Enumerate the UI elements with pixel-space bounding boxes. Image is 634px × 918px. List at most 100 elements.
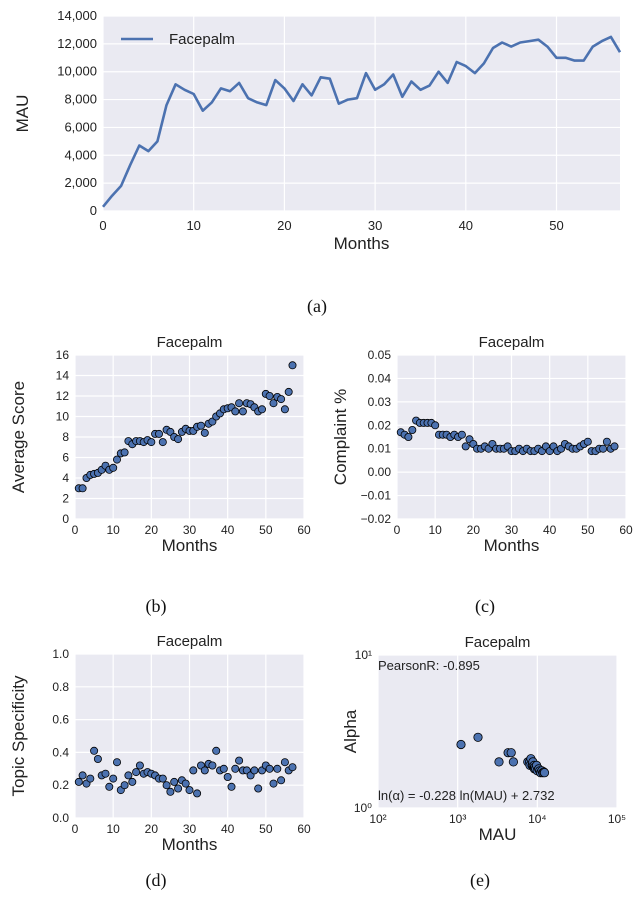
y-tick-label: 0.03 xyxy=(368,395,392,409)
data-point xyxy=(181,779,190,788)
y-tick-label: 8,000 xyxy=(64,92,97,107)
legend-entry: Facepalm xyxy=(169,31,235,48)
y-axis-label: Alpha xyxy=(341,709,360,753)
data-point xyxy=(162,781,171,790)
data-point xyxy=(508,757,519,767)
data-point xyxy=(227,782,236,791)
x-tick-label: 60 xyxy=(619,523,633,537)
y-tick-label: 10⁰ xyxy=(354,801,372,815)
y-tick-label: 0.0 xyxy=(52,811,69,825)
data-point xyxy=(174,784,183,793)
data-point xyxy=(101,769,110,778)
x-tick-label: 20 xyxy=(467,523,481,537)
x-tick-label: 0 xyxy=(72,523,79,537)
data-point xyxy=(235,756,244,765)
data-point xyxy=(288,763,297,772)
data-point xyxy=(120,781,129,790)
chart-panel-a: 0 10 20 30 40 50 0 2,000 4,000 6,000 8,000 10,000 12… xyxy=(13,8,622,317)
data-point xyxy=(599,444,608,453)
x-tick-label: 40 xyxy=(459,218,473,233)
data-point xyxy=(284,387,293,396)
data-point xyxy=(185,786,194,795)
data-point xyxy=(539,768,550,778)
x-tick-label: 10 xyxy=(106,523,120,537)
data-point xyxy=(223,773,232,782)
x-tick-label: 50 xyxy=(549,218,563,233)
y-tick-label: 0.04 xyxy=(368,371,392,385)
data-point xyxy=(109,774,118,783)
y-tick-label: 10 xyxy=(56,410,70,424)
data-point xyxy=(113,758,122,767)
x-tick-label: 20 xyxy=(145,822,159,836)
plot-background xyxy=(378,655,617,808)
x-tick-label: 10 xyxy=(106,822,120,836)
y-tick-label: 0.00 xyxy=(368,465,392,479)
x-tick-label: 0 xyxy=(394,523,401,537)
plot-background xyxy=(103,16,620,211)
data-point xyxy=(265,764,274,773)
y-tick-label: 14 xyxy=(56,369,70,383)
x-axis-label: Months xyxy=(162,835,218,854)
data-point xyxy=(231,407,240,416)
data-point xyxy=(196,421,205,430)
data-point xyxy=(170,777,179,786)
chart-title: Facepalm xyxy=(479,334,545,351)
chart-panel-c: 0 10 20 30 40 50 60 −0.02 −0.01 0.00 0.01 0.02 0.03 0… xyxy=(331,334,633,617)
chart-panel-d: 0 10 20 30 40 50 60 0.0 0.2 0.4 0.6 0.8 1.0 Months Top… xyxy=(9,633,311,891)
x-tick-label: 20 xyxy=(145,523,159,537)
x-tick-label: 30 xyxy=(368,218,382,233)
chart-title: Facepalm xyxy=(157,334,223,351)
x-axis-label: MAU xyxy=(479,825,517,844)
data-point xyxy=(457,430,466,439)
data-point xyxy=(456,739,466,750)
data-point xyxy=(174,435,183,444)
y-tick-label: 6,000 xyxy=(64,119,97,134)
panel-caption: (c) xyxy=(475,596,495,617)
y-tick-label: 0.01 xyxy=(368,442,392,456)
data-point xyxy=(158,774,167,783)
x-tick-label: 10³ xyxy=(449,812,466,826)
x-tick-label: 60 xyxy=(297,822,311,836)
x-axis-label: Months xyxy=(484,536,540,555)
x-tick-label: 30 xyxy=(183,523,197,537)
data-point xyxy=(200,766,209,775)
data-point xyxy=(128,777,137,786)
panel-caption: (d) xyxy=(146,870,167,891)
data-point xyxy=(250,766,259,775)
x-tick-label: 50 xyxy=(259,822,273,836)
data-point xyxy=(132,768,141,777)
panel-caption: (b) xyxy=(146,596,167,617)
data-point xyxy=(408,425,417,434)
chart-panel-b: 0 10 20 30 40 50 60 0 2 4 6 8 10 12 14 16 Months Average … xyxy=(9,334,311,617)
data-point xyxy=(189,766,198,775)
y-axis-label: MAU xyxy=(13,95,32,133)
data-point xyxy=(231,764,240,773)
x-tick-label: 30 xyxy=(183,822,197,836)
y-tick-label: 12 xyxy=(56,389,70,403)
data-point xyxy=(208,761,217,770)
data-point xyxy=(461,442,470,451)
x-tick-label: 40 xyxy=(221,523,235,537)
data-point xyxy=(135,761,144,770)
data-point xyxy=(86,774,95,783)
chart-title: Facepalm xyxy=(157,633,223,650)
y-axis-label: Complaint % xyxy=(331,389,350,485)
y-tick-label: 0.2 xyxy=(52,778,69,792)
data-point xyxy=(288,361,297,370)
data-point xyxy=(219,764,228,773)
y-tick-label: 16 xyxy=(56,348,70,362)
data-point xyxy=(269,399,278,408)
y-tick-label: −0.01 xyxy=(361,489,392,503)
y-tick-label: 0.05 xyxy=(368,348,392,362)
data-point xyxy=(158,438,167,447)
chart-title: Facepalm xyxy=(465,634,531,651)
x-tick-label: 40 xyxy=(543,523,557,537)
data-point xyxy=(200,428,209,437)
y-tick-label: 2,000 xyxy=(64,175,97,190)
x-tick-label: 0 xyxy=(72,822,79,836)
x-tick-label: 30 xyxy=(505,523,519,537)
y-tick-label: 0.02 xyxy=(368,418,392,432)
x-tick-label: 10 xyxy=(428,523,442,537)
x-tick-label: 10² xyxy=(369,812,386,826)
